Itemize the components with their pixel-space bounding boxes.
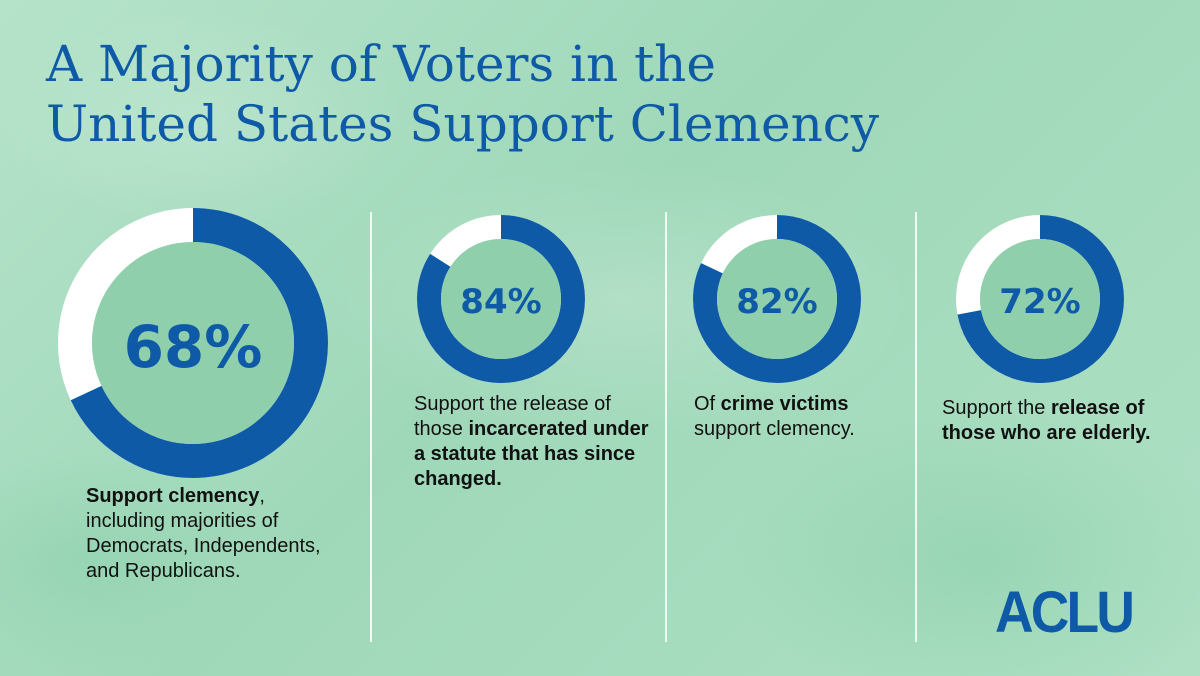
stat-description-72: Support the release of those who are eld… <box>942 396 1162 446</box>
stat-description-text-after: support clemency. <box>694 418 855 440</box>
stat-description-bold: incarcerated under a statute that has si… <box>414 418 649 490</box>
donut-value-label: 72% <box>999 282 1080 322</box>
title-line-1: A Majority of Voters in the <box>46 35 716 93</box>
donut-value-arc <box>956 215 1124 383</box>
page-title: A Majority of Voters in the United State… <box>46 34 1146 154</box>
donut-value-arc <box>693 215 861 383</box>
donut-chart-68: 68% <box>58 208 328 478</box>
stat-description-68: Support clemency, including majorities o… <box>86 484 336 584</box>
donut-value-label: 82% <box>736 282 817 322</box>
stat-description-84: Support the release of those incarcerate… <box>414 392 664 492</box>
stat-description-text: , including majorities of Democrats, Ind… <box>86 485 321 582</box>
donut-value-arc <box>58 208 328 478</box>
donut-chart-82: 82% <box>693 215 861 383</box>
stat-description-82: Of crime victims support clemency. <box>694 392 914 442</box>
stat-description-bold: Support clemency <box>86 485 260 507</box>
donut-value-label: 68% <box>124 313 263 381</box>
column-divider-2 <box>665 212 667 642</box>
donut-value-arc <box>417 215 585 383</box>
stat-description-text-before: Of <box>694 393 721 415</box>
title-line-2: United States Support Clemency <box>46 95 880 153</box>
donut-value-label: 84% <box>460 282 541 322</box>
aclu-logo: ACLU <box>995 580 1135 645</box>
donut-center <box>980 239 1100 359</box>
stat-description-bold: crime victims <box>720 393 849 415</box>
stat-description-text: Support the <box>942 397 1051 419</box>
stat-description-bold: release of those who are elderly. <box>942 397 1151 444</box>
donut-center <box>441 239 561 359</box>
donut-center <box>717 239 837 359</box>
column-divider-1 <box>370 212 372 642</box>
donut-center <box>92 242 294 444</box>
stat-description-text: Support the release of those <box>414 393 611 440</box>
donut-chart-84: 84% <box>417 215 585 383</box>
column-divider-3 <box>915 212 917 642</box>
donut-chart-72: 72% <box>956 215 1124 383</box>
